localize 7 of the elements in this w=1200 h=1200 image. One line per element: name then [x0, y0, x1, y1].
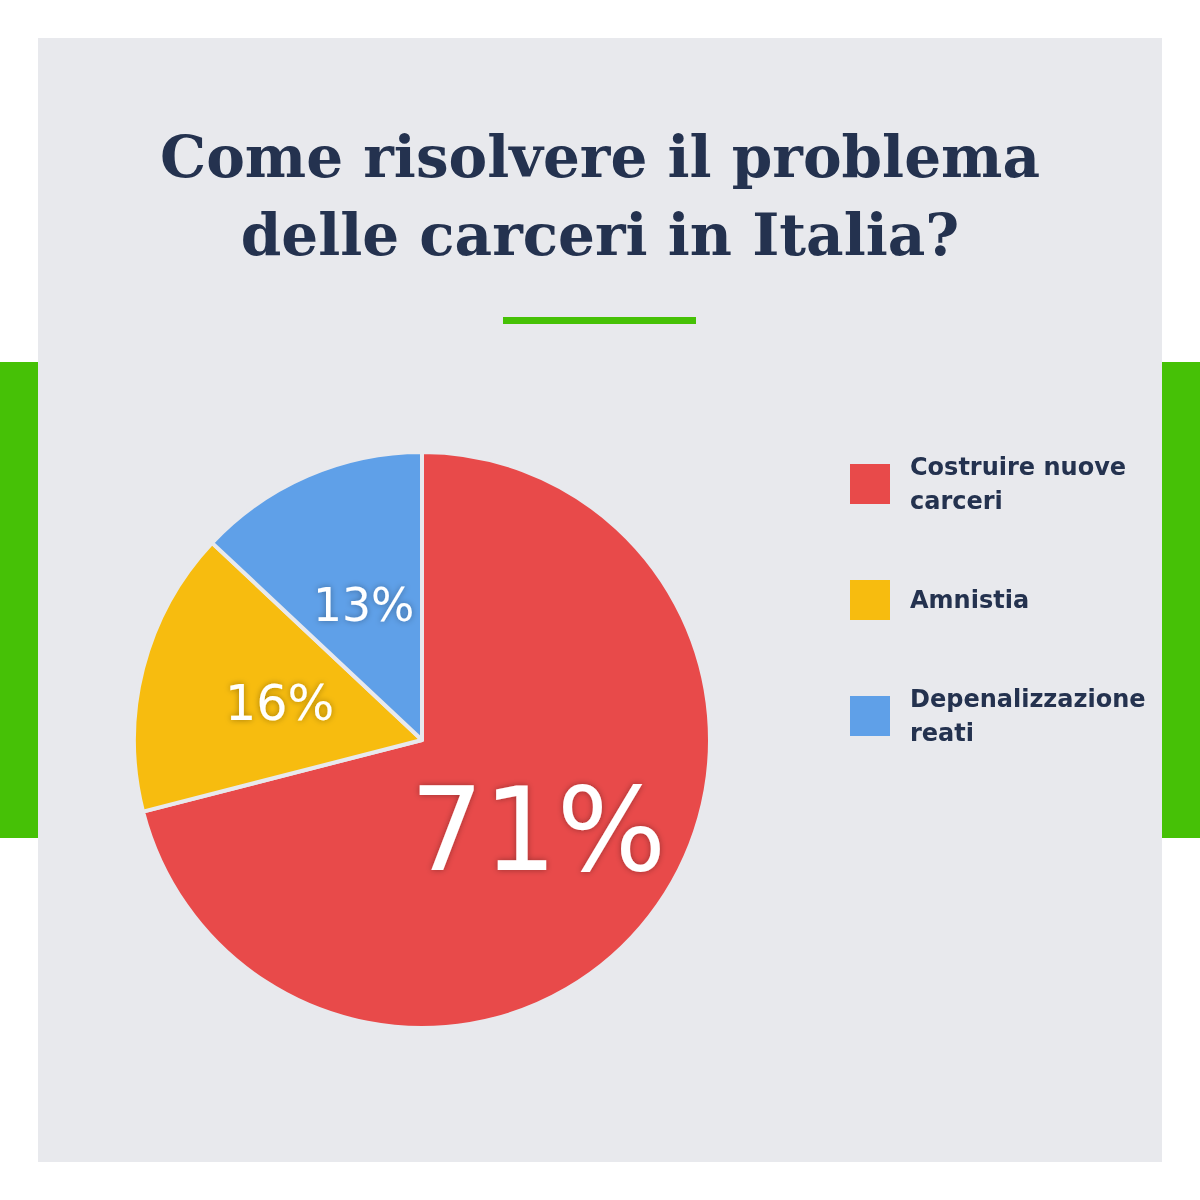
legend-label: Depenalizzazione reati [910, 685, 1154, 747]
data-label: 71% [410, 763, 667, 898]
legend-label: Amnistia [910, 586, 1030, 614]
data-label: 16% [224, 674, 335, 733]
data-label: 13% [312, 578, 415, 632]
legend-label: Costruire nuove carceri [910, 453, 1135, 515]
chart-title: Come risolvere il problema delle carceri in Italia? [159, 122, 1041, 271]
